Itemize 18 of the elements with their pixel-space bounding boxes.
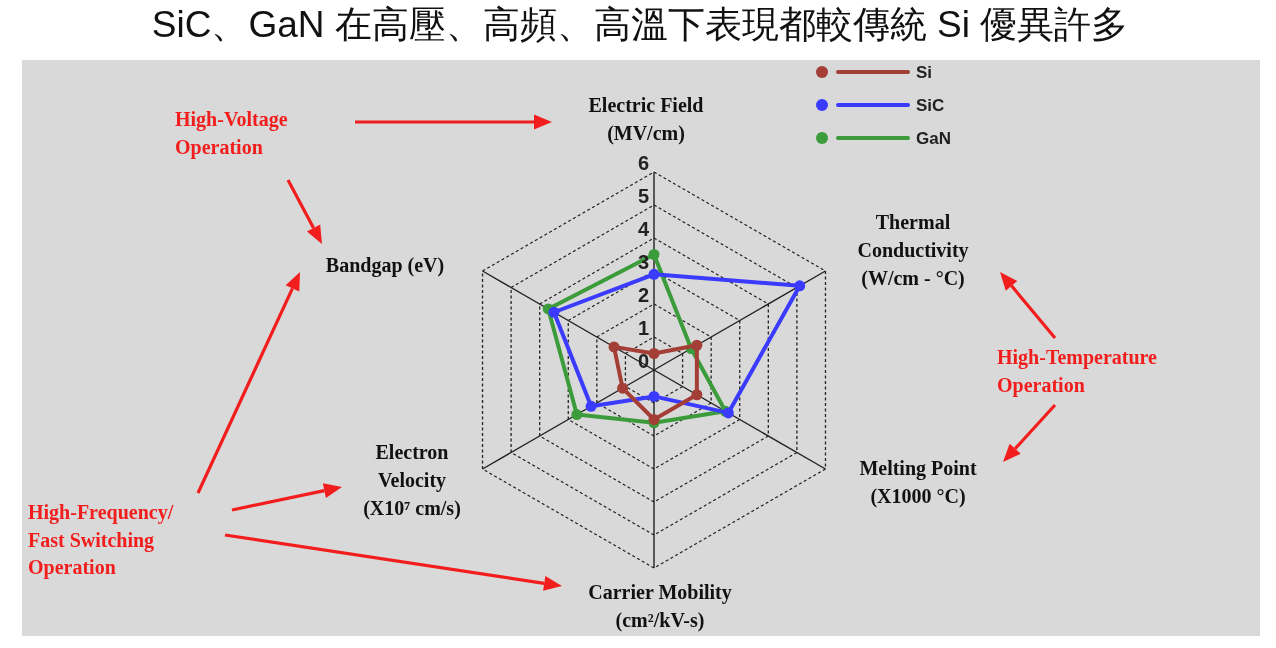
spoke-label: Carrier Mobility (cm²/kV-s)	[588, 581, 732, 632]
y-tick-label: 1	[637, 317, 649, 339]
y-tick-label: 6	[637, 152, 649, 174]
spoke-label: Electron Velocity (X10⁷ cm/s)	[363, 441, 461, 520]
legend-label: Si	[916, 63, 933, 82]
legend-label: SiC	[916, 96, 945, 115]
spoke-label: Electric Field (MV/cm)	[588, 94, 704, 145]
y-tick-label: 5	[637, 185, 649, 207]
legend-label: GaN	[916, 129, 951, 148]
y-tick-label: 4	[637, 218, 650, 240]
spoke-label: Bandgap (eV)	[325, 254, 445, 277]
annotation: High-Frequency/ Fast Switching Operation	[28, 501, 174, 578]
spoke-label: Thermal Conductivity (W/cm - °C)	[857, 211, 969, 290]
spoke-label: Melting Point (X1000 °C)	[859, 457, 977, 508]
y-tick-label: 2	[637, 284, 649, 306]
chart-title: SiC、GaN 在高壓、高頻、高溫下表現都較傳統 Si 優異許多	[151, 4, 1129, 45]
annotation: High-Temperature Operation	[997, 346, 1157, 396]
annotation: High-Voltage Operation	[175, 108, 288, 158]
